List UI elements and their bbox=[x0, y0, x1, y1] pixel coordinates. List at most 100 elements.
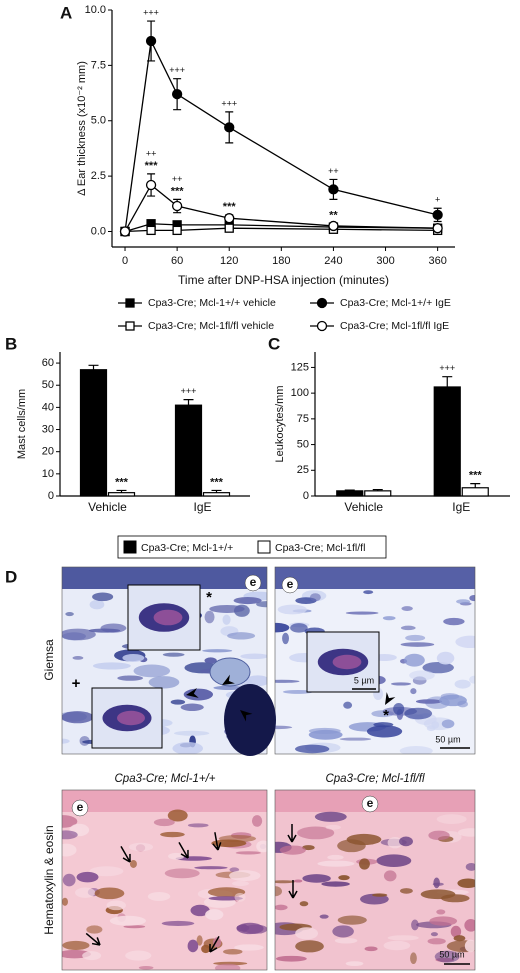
tissue-feature bbox=[308, 729, 343, 740]
epidermis-label: e bbox=[77, 800, 84, 814]
legend-label: Cpa3-Cre; Mcl-1fl/fl vehicle bbox=[148, 320, 274, 332]
significance-label: +++ bbox=[221, 98, 237, 108]
tissue-feature bbox=[403, 653, 425, 667]
tissue-feature bbox=[297, 826, 335, 840]
tissue-feature bbox=[275, 886, 282, 897]
tissue-feature bbox=[86, 925, 103, 934]
tissue-feature bbox=[282, 689, 313, 694]
tissue-feature bbox=[183, 688, 214, 701]
tissue-feature bbox=[314, 811, 347, 822]
tissue-feature bbox=[275, 622, 290, 633]
tissue-feature bbox=[436, 814, 467, 824]
panel-letter: A bbox=[60, 3, 72, 22]
tissue-feature bbox=[196, 935, 203, 946]
tissue-feature bbox=[187, 823, 209, 828]
legend-label: Cpa3-Cre; Mcl-1+/+ bbox=[141, 542, 233, 554]
tissue-feature bbox=[405, 634, 426, 641]
tissue-feature bbox=[277, 604, 307, 615]
tissue-feature bbox=[332, 925, 354, 938]
significance-label: +++ bbox=[143, 7, 159, 17]
tissue-feature bbox=[390, 682, 412, 686]
tissue-feature bbox=[464, 939, 475, 953]
tissue-feature bbox=[400, 642, 435, 647]
micrographs: 5 µm 50 µm 50 µm e e e e * + * bbox=[61, 566, 476, 971]
tissue-feature bbox=[441, 719, 455, 729]
tissue-feature bbox=[214, 963, 241, 970]
tissue-feature bbox=[205, 909, 224, 921]
data-point bbox=[224, 213, 235, 224]
tissue-feature bbox=[440, 894, 470, 903]
significance-label: +++ bbox=[439, 363, 455, 373]
x-axis-label: Time after DNP-HSA injection (minutes) bbox=[178, 273, 389, 287]
tissue-feature bbox=[334, 937, 358, 944]
column-title: Cpa3-Cre; Mcl-1fl/fl bbox=[325, 773, 424, 785]
y-tick-label: 10 bbox=[42, 468, 54, 480]
tissue-feature bbox=[229, 870, 261, 882]
error-bar bbox=[183, 399, 194, 406]
tissue-feature bbox=[429, 916, 458, 926]
tissue-feature bbox=[275, 904, 288, 911]
tissue-feature bbox=[62, 843, 77, 857]
tissue-feature bbox=[295, 927, 319, 940]
tissue-feature bbox=[433, 877, 440, 889]
row-label: Hematoxylin & eosin bbox=[42, 825, 56, 934]
tissue-feature bbox=[309, 593, 321, 602]
tissue-feature bbox=[223, 948, 243, 955]
tissue-feature bbox=[75, 887, 96, 898]
y-tick-label: 40 bbox=[42, 401, 54, 413]
tissue-feature bbox=[325, 824, 341, 830]
tissue-feature bbox=[327, 854, 344, 860]
tissue-feature bbox=[275, 880, 296, 884]
epidermis-marker bbox=[244, 574, 262, 592]
bar bbox=[79, 369, 108, 497]
tissue-feature bbox=[172, 742, 204, 754]
tissue-feature bbox=[387, 836, 403, 849]
tissue-feature bbox=[359, 858, 370, 870]
epidermis-marker bbox=[281, 576, 299, 594]
tissue-feature bbox=[399, 836, 413, 847]
tissue-feature bbox=[337, 915, 367, 925]
tissue-feature bbox=[317, 860, 355, 867]
series-line bbox=[124, 38, 438, 232]
row-label: Giemsa bbox=[42, 639, 56, 681]
tissue-feature bbox=[234, 944, 264, 951]
tissue-feature bbox=[251, 815, 263, 827]
data-point bbox=[145, 179, 157, 191]
tissue-feature bbox=[430, 932, 438, 937]
tissue-feature bbox=[92, 592, 114, 602]
tissue-feature bbox=[383, 940, 411, 951]
tissue-feature bbox=[372, 893, 388, 897]
tissue-feature bbox=[337, 839, 366, 853]
data-point bbox=[224, 223, 234, 233]
tissue-feature bbox=[123, 925, 146, 929]
micrograph-frame bbox=[61, 566, 268, 755]
tissue-feature bbox=[275, 679, 300, 683]
x-tick-label: 0 bbox=[122, 255, 128, 267]
data-point bbox=[171, 89, 183, 100]
tissue-feature bbox=[208, 896, 243, 901]
tissue-feature bbox=[82, 951, 102, 961]
tissue-feature bbox=[233, 597, 262, 605]
tissue-feature bbox=[76, 871, 99, 883]
tissue-feature bbox=[319, 914, 329, 919]
error-bar bbox=[442, 376, 453, 387]
series-line bbox=[124, 183, 438, 232]
tissue-feature bbox=[240, 653, 267, 660]
significance-label: ++ bbox=[328, 166, 339, 176]
data-point bbox=[432, 223, 443, 234]
micrograph bbox=[275, 790, 475, 970]
tissue-feature bbox=[366, 725, 403, 738]
tissue-feature bbox=[465, 863, 475, 871]
significance-label: *** bbox=[223, 201, 237, 213]
tissue-feature bbox=[299, 901, 309, 907]
tissue-feature bbox=[275, 955, 307, 962]
mast-cell-granules bbox=[153, 609, 183, 626]
tissue-feature bbox=[202, 649, 233, 653]
arrowhead bbox=[222, 674, 235, 685]
scale-bar-label: 5 µm bbox=[354, 675, 374, 685]
mast-cell-granules bbox=[117, 710, 145, 726]
tissue-feature bbox=[282, 632, 289, 645]
tissue-feature bbox=[106, 900, 127, 911]
tissue-feature bbox=[222, 614, 231, 625]
tissue-feature bbox=[454, 679, 471, 689]
